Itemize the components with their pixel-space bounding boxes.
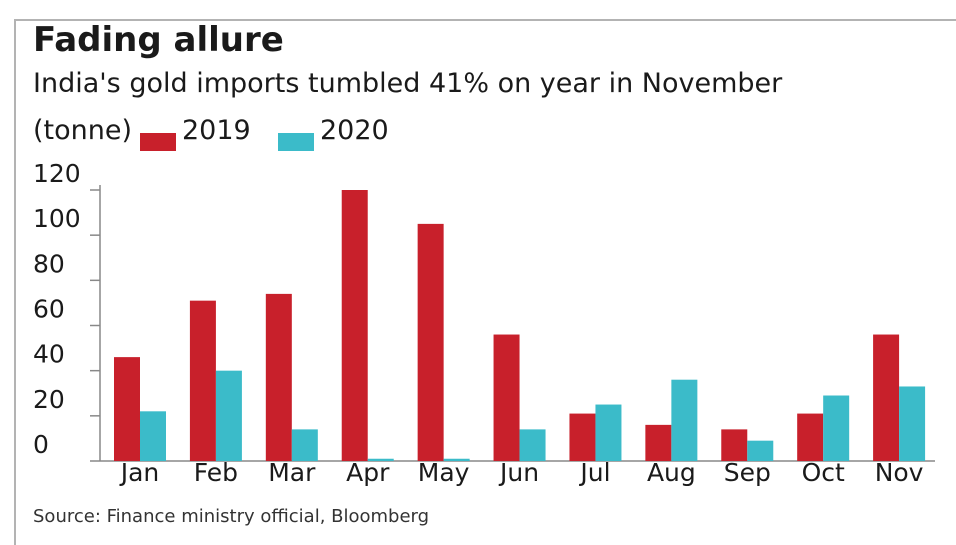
bar-2020-may: [443, 458, 470, 461]
y-tick-label: 40: [33, 340, 65, 369]
bar-2019-jun: [493, 334, 520, 461]
y-tick-label: 120: [33, 159, 81, 188]
bar-2020-jun: [519, 429, 546, 461]
source-note: Source: Finance ministry official, Bloom…: [33, 506, 430, 527]
bar-2019-sep: [721, 429, 748, 461]
y-tick-label: 20: [33, 385, 65, 414]
x-tick-label-aug: Aug: [647, 458, 696, 487]
y-tick-label: 60: [33, 295, 65, 324]
chart-title: Fading allure: [33, 20, 284, 60]
x-tick-label-mar: Mar: [268, 458, 316, 487]
unit-label: (tonne): [33, 115, 133, 146]
legend-label-2019: 2019: [182, 115, 251, 146]
bar-2020-apr: [367, 458, 394, 461]
bar-2019-oct: [797, 413, 824, 461]
bar-2019-jul: [569, 413, 596, 461]
bar-2020-nov: [899, 386, 926, 461]
legend-swatch-2020: [278, 133, 314, 151]
x-tick-label-jan: Jan: [119, 458, 160, 487]
x-tick-label-jul: Jul: [578, 458, 610, 487]
bar-2019-may: [417, 223, 444, 461]
bar-2019-feb: [189, 300, 216, 461]
bar-2019-apr: [341, 190, 368, 461]
bar-2020-jan: [140, 411, 166, 461]
x-tick-label-nov: Nov: [875, 458, 924, 487]
bar-2019-jan: [114, 357, 140, 461]
x-tick-label-sep: Sep: [724, 458, 771, 487]
bar-2020-feb: [215, 370, 242, 461]
bar-2019-nov: [873, 334, 900, 461]
legend-label-2020: 2020: [320, 115, 389, 146]
x-tick-label-apr: Apr: [346, 458, 390, 487]
bar-2020-jul: [595, 404, 622, 461]
y-tick-label: 100: [33, 204, 81, 233]
bar-2020-oct: [823, 395, 850, 461]
y-tick-label: 80: [33, 249, 65, 278]
bar-2020-aug: [671, 379, 698, 461]
bar-2020-sep: [747, 440, 774, 461]
x-tick-label-feb: Feb: [194, 458, 238, 487]
bar-2019-aug: [645, 424, 672, 461]
x-tick-label-oct: Oct: [802, 458, 845, 487]
legend-swatch-2019: [140, 133, 176, 151]
bar-2019-mar: [265, 293, 292, 461]
bar-2020-mar: [291, 429, 318, 461]
chart-subtitle: India's gold imports tumbled 41% on year…: [33, 68, 783, 99]
y-tick-label: 0: [33, 430, 49, 459]
x-tick-label-jun: Jun: [498, 458, 539, 487]
x-tick-label-may: May: [418, 458, 470, 487]
top-border: [14, 19, 956, 21]
left-border: [14, 19, 16, 545]
